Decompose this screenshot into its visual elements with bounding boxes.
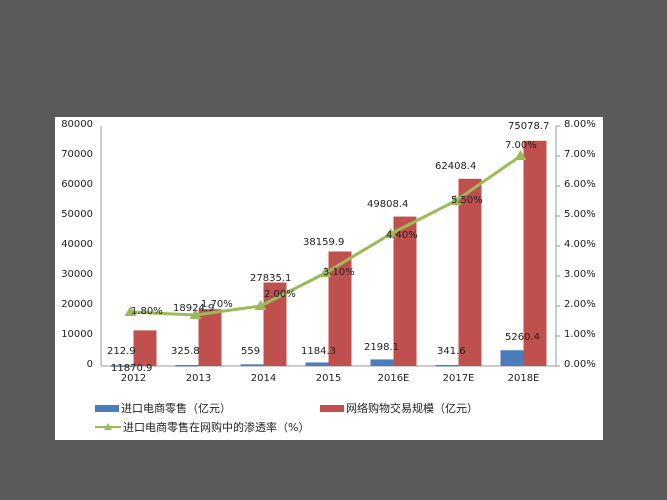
- legend-swatch-blue: [95, 404, 119, 412]
- y-tick-label: 70000: [61, 149, 93, 160]
- data-label-import-retail: 559: [241, 346, 261, 357]
- y-tick-label: 10000: [61, 329, 93, 340]
- data-label-online-shopping: 75078.7: [508, 121, 550, 132]
- data-label-import-retail: 325.8: [171, 346, 200, 357]
- data-label-online-shopping: 62408.4: [435, 161, 477, 172]
- legend-line-marker-icon: [95, 423, 121, 430]
- y2-tick-label: 1.00%: [564, 329, 596, 340]
- chart-panel: 0 10000 20000 30000 40000 50000 60000 70000 8000…: [55, 117, 603, 440]
- data-label-penetration: 1.70%: [201, 299, 233, 310]
- x-tick-label: 2017E: [442, 373, 475, 384]
- data-label-penetration: 5.50%: [451, 195, 483, 206]
- y2-tick-label: 8.00%: [564, 119, 596, 130]
- line-marker-triangle-icon: [124, 306, 137, 316]
- data-label-import-retail: 212.9: [107, 346, 136, 357]
- bar-online-shopping: [133, 330, 157, 366]
- bar-import-retail: [435, 364, 459, 367]
- line-marker-triangle-icon: [514, 150, 527, 160]
- x-tick-label: 2013: [185, 373, 212, 384]
- bar-import-retail: [370, 359, 394, 366]
- legend-item-penetration: 进口电商零售在网购中的渗透率（%）: [95, 419, 309, 435]
- legend-label: 网络购物交易规模（亿元）: [346, 402, 478, 415]
- x-tick-label: 2018E: [507, 373, 540, 384]
- bar-online-shopping: [393, 216, 417, 366]
- y2-tick-label: 4.00%: [564, 239, 596, 250]
- data-label-online-shopping: 11870.9: [111, 363, 153, 374]
- data-label-penetration: 4.40%: [386, 230, 418, 241]
- data-label-penetration: 7.00%: [505, 140, 537, 151]
- bar-import-retail: [305, 362, 329, 366]
- line-marker-triangle-icon: [319, 267, 332, 277]
- data-label-online-shopping: 38159.9: [303, 237, 345, 248]
- line-marker-triangle-icon: [189, 309, 202, 319]
- data-label-online-shopping: 49808.4: [367, 199, 409, 210]
- data-label-online-shopping: 18924.9: [173, 303, 215, 314]
- y-tick-label: 30000: [61, 269, 93, 280]
- legend-item-import-retail: 进口电商零售（亿元）: [95, 400, 231, 416]
- y2-tick-label: 6.00%: [564, 179, 596, 190]
- data-label-import-retail: 5260.4: [505, 332, 540, 343]
- data-label-penetration: 1.80%: [131, 306, 163, 317]
- bar-online-shopping: [198, 309, 222, 366]
- bar-online-shopping: [263, 282, 287, 366]
- y-tick-label: 60000: [61, 179, 93, 190]
- data-label-penetration: 2.00%: [264, 289, 296, 300]
- bar-import-retail: [500, 350, 524, 366]
- x-tick-label: 2014: [250, 373, 277, 384]
- legend-swatch-red: [320, 404, 344, 412]
- bar-import-retail: [110, 365, 134, 367]
- x-tick-label: 2016E: [377, 373, 410, 384]
- bar-online-shopping: [328, 251, 352, 366]
- y-tick-label: 20000: [61, 299, 93, 310]
- y2-tick-label: 5.00%: [564, 209, 596, 220]
- line-marker-triangle-icon: [254, 300, 267, 310]
- data-label-penetration: 3.10%: [323, 267, 355, 278]
- chart-plot-area: [100, 125, 560, 367]
- y2-tick-label: 0.00%: [564, 359, 596, 370]
- x-tick-label: 2015: [315, 373, 342, 384]
- y2-tick-label: 3.00%: [564, 269, 596, 280]
- data-label-import-retail: 341.6: [437, 346, 466, 357]
- y2-tick-label: 2.00%: [564, 299, 596, 310]
- data-label-import-retail: 1184.3: [301, 346, 336, 357]
- bar-online-shopping: [523, 140, 547, 366]
- bar-import-retail: [175, 365, 199, 367]
- bar-online-shopping: [458, 178, 482, 366]
- line-marker-triangle-icon: [384, 228, 397, 238]
- bar-import-retail: [240, 364, 264, 366]
- legend-item-online-shopping: 网络购物交易规模（亿元）: [320, 400, 478, 416]
- x-tick-label: 2012: [120, 373, 147, 384]
- y-tick-label: 50000: [61, 209, 93, 220]
- y-tick-label: 0: [86, 359, 93, 370]
- y-tick-label: 40000: [61, 239, 93, 250]
- data-label-import-retail: 2198.1: [364, 342, 399, 353]
- y-tick-label: 80000: [61, 119, 93, 130]
- y2-tick-label: 7.00%: [564, 149, 596, 160]
- data-label-online-shopping: 27835.1: [250, 273, 292, 284]
- line-marker-triangle-icon: [449, 195, 462, 205]
- legend-label: 进口电商零售在网购中的渗透率（%）: [123, 421, 310, 434]
- legend-label: 进口电商零售（亿元）: [121, 402, 231, 415]
